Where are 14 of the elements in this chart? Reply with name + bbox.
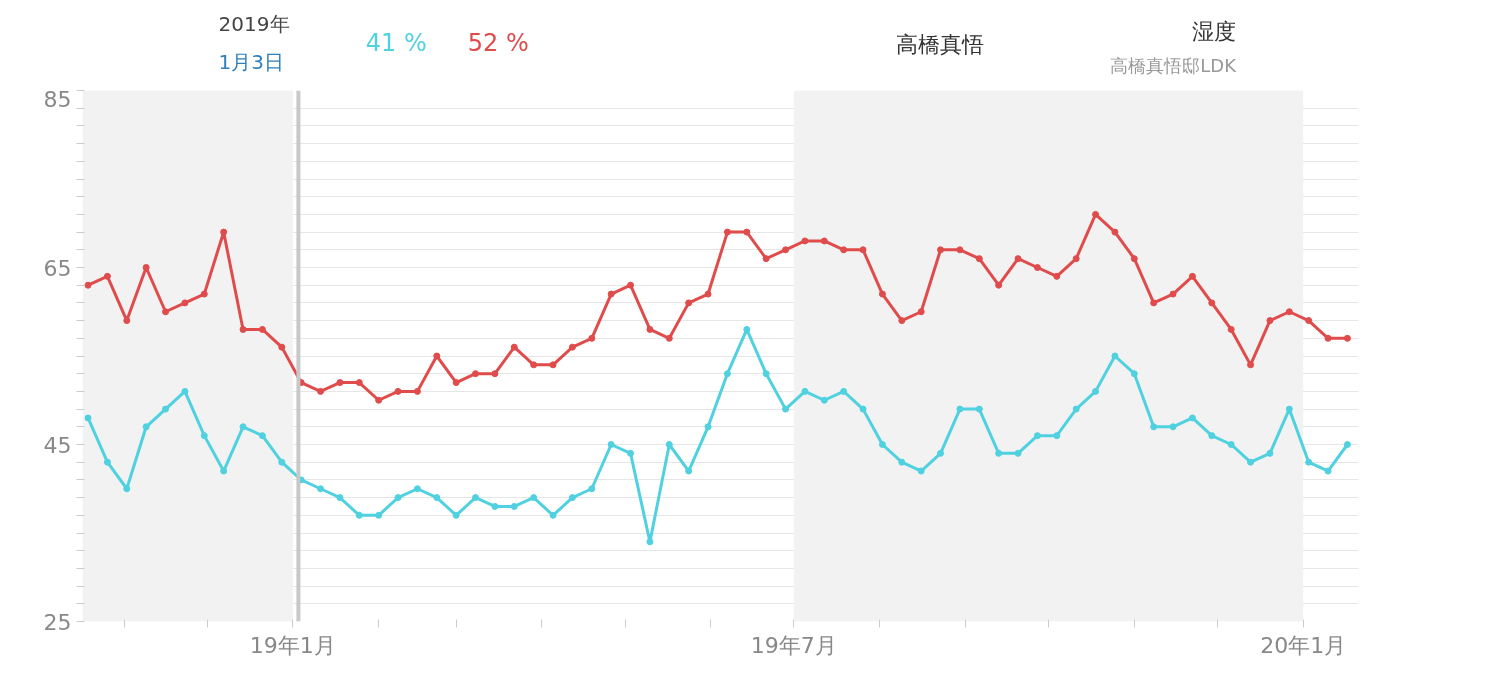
y-tick-label: 85 [43, 86, 72, 112]
text: 湿度 [1192, 18, 1236, 44]
text: 高橋真悟邸LDK [1110, 54, 1238, 76]
text: 1月3日 [218, 49, 285, 74]
x-tick-label: 20年1月 [1260, 632, 1347, 658]
text: 52 % [467, 28, 529, 57]
text: 2019年 [218, 12, 290, 37]
text: 41 % [365, 28, 427, 57]
y-tick-label: 65 [43, 255, 72, 281]
y-tick-label: 25 [43, 609, 72, 635]
y-tick-label: 45 [43, 432, 72, 458]
x-tick-label: 19年1月 [249, 632, 336, 658]
x-tick-label: 19年7月 [750, 632, 837, 658]
text: 高橋真悟 [896, 31, 985, 57]
